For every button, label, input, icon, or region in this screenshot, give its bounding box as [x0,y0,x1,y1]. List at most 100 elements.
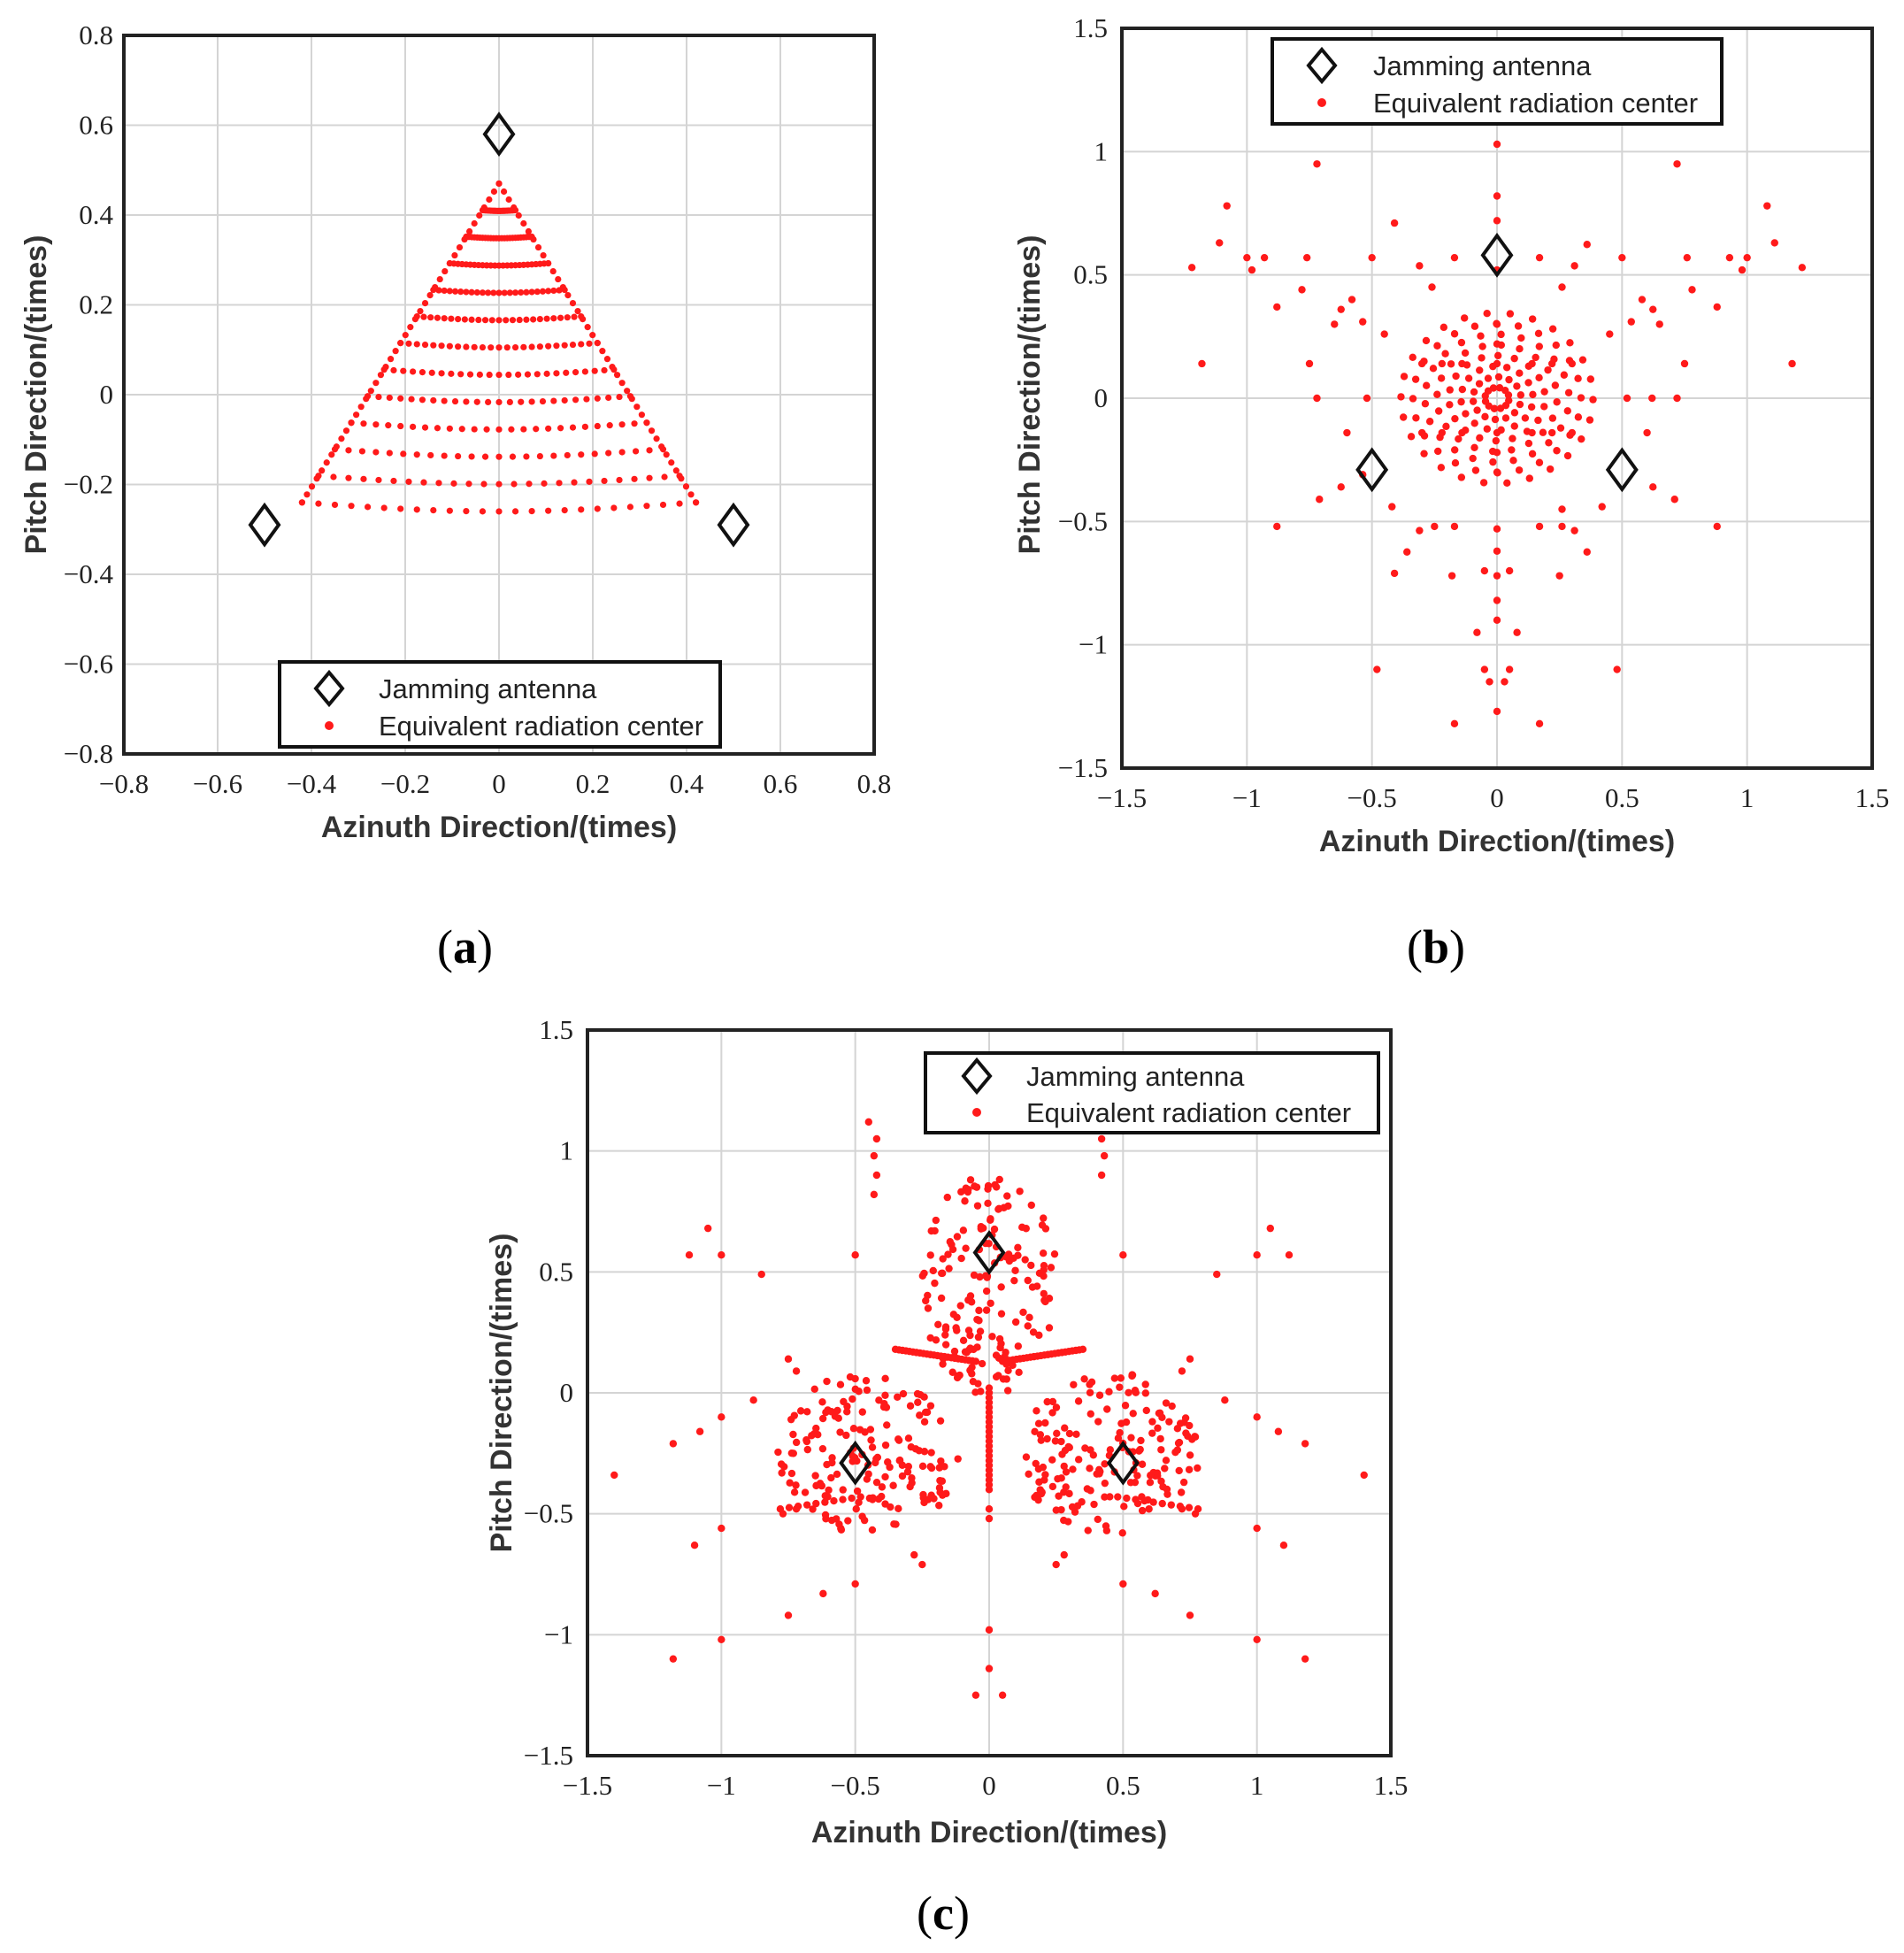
radiation-center-point [520,426,527,433]
radiation-center-point [392,348,399,355]
radiation-center-point [524,371,532,378]
radiation-center-point [1260,253,1269,262]
panel-c-x-tick-label: 0.5 [1106,1770,1140,1801]
panel-b-points [1187,140,1807,728]
panel-c-legend-jamming-label: Jamming antenna [1026,1061,1245,1092]
radiation-center-point [1065,1489,1073,1498]
radiation-center-point [858,1512,866,1520]
radiation-center-point [375,476,382,484]
radiation-center-point [495,481,503,488]
radiation-center-point [1074,1456,1083,1464]
radiation-center-point [1560,371,1569,379]
radiation-center-point [539,288,547,295]
radiation-center-point [1273,522,1281,531]
panel-c-y-tick-label: 0.5 [539,1256,573,1287]
radiation-center-point [996,1343,1004,1352]
radiation-center-point [1040,1272,1048,1280]
radiation-center-point [975,1306,983,1315]
radiation-center-point [518,398,525,405]
radiation-center-point [1168,1402,1176,1411]
radiation-center-point [550,287,557,295]
radiation-center-point [1022,1453,1031,1461]
radiation-center-point [1080,1375,1088,1383]
radiation-center-point [1055,1492,1063,1500]
radiation-center-point [1165,1418,1173,1426]
radiation-center-point [1618,253,1626,262]
radiation-center-point [564,451,571,459]
radiation-center-point [1213,1270,1221,1279]
radiation-center-point [363,396,370,403]
panel-b-x-tick-label: 0.5 [1605,782,1639,813]
radiation-center-point [550,315,557,322]
radiation-center-point [1122,1418,1131,1426]
radiation-center-point [872,1134,881,1143]
jamming-antenna-diamond-marker [1355,447,1389,493]
radiation-center-point [985,1505,994,1513]
panel-a-x-axis-label: Azinuth Direction/(times) [321,811,677,844]
radiation-center-point [1497,330,1505,339]
panel-c-y-tick-label: −0.5 [524,1498,573,1529]
radiation-center-point [455,316,462,323]
radiation-center-point [837,1526,846,1534]
radiation-center-point [421,341,429,349]
radiation-center-point [659,501,667,509]
radiation-center-point [545,259,552,267]
panel-c-y-tick-label: 1.5 [539,1014,573,1045]
radiation-center-point [818,1398,826,1406]
radiation-center-point [1516,400,1524,409]
radiation-center-point [1305,359,1314,368]
radiation-center-point [1037,1436,1045,1444]
radiation-center-point [1494,373,1503,381]
radiation-center-point [1038,1221,1047,1229]
radiation-center-point [842,1431,850,1440]
radiation-center-point [561,342,568,349]
radiation-center-point [1253,1524,1261,1533]
radiation-center-point [824,1493,832,1501]
radiation-center-point [938,1269,946,1278]
radiation-center-point [1028,1283,1037,1291]
radiation-center-point [1457,338,1466,347]
radiation-center-point [556,480,563,487]
radiation-center-point [571,313,578,320]
radiation-center-point [1416,527,1424,534]
radiation-center-point [1102,1522,1110,1530]
radiation-center-point [878,1492,886,1501]
radiation-center-point [589,332,596,339]
radiation-center-point [410,368,417,375]
radiation-center-point [866,1426,875,1434]
radiation-center-point [1555,572,1563,580]
radiation-center-point [632,448,640,455]
radiation-center-point [663,451,670,458]
radiation-center-point [549,267,557,275]
radiation-center-point [1052,1506,1060,1514]
panel-c-x-tick-labels: −1.5 −1 −0.5 0 0.5 1 1.5 [563,1770,1408,1801]
radiation-center-point [1528,315,1537,323]
radiation-center-point [643,503,650,510]
radiation-center-point [870,1151,879,1160]
radiation-center-point [446,342,453,350]
radiation-center-point [628,396,635,403]
radiation-center-point [939,1360,947,1368]
radiation-center-point [978,1359,987,1368]
radiation-center-point [884,1458,892,1466]
radiation-center-point [1403,548,1411,556]
radiation-center-point [687,491,695,498]
radiation-center-point [1713,303,1721,311]
radiation-center-point [1138,1506,1147,1515]
radiation-center-point [944,1250,952,1258]
radiation-center-point [417,308,424,315]
radiation-center-point [561,506,568,514]
radiation-center-point [463,398,470,405]
radiation-center-point [858,1408,867,1416]
radiation-center-point [1451,414,1459,423]
radiation-center-point [1010,1276,1018,1285]
radiation-center-point [864,1470,872,1478]
radiation-center-point [881,1391,889,1400]
radiation-center-point [360,475,367,482]
radiation-center-point [948,1245,957,1254]
radiation-center-point [1175,1466,1183,1475]
radiation-center-point [1442,422,1450,431]
radiation-center-point [448,315,455,322]
radiation-center-point [1447,572,1456,580]
